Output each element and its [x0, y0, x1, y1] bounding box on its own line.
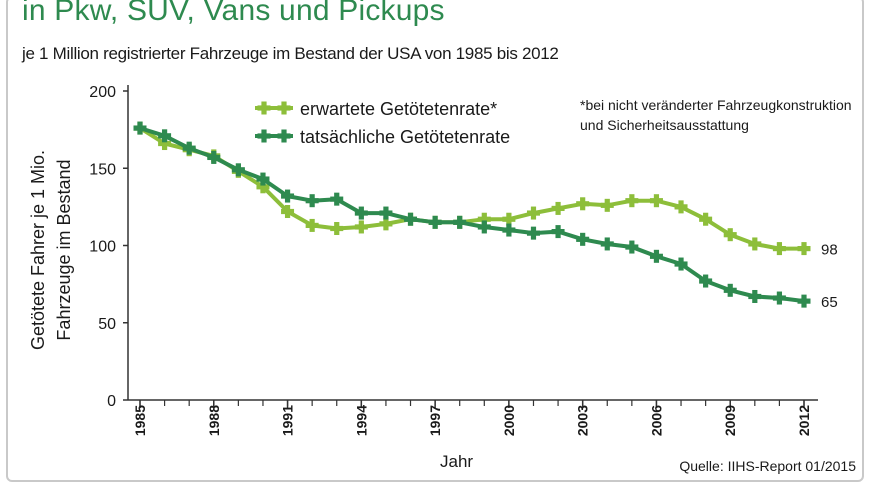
- data-point: [703, 274, 709, 288]
- x-tick-label: 2012: [796, 405, 812, 436]
- end-value-label: 65: [821, 294, 838, 311]
- chart-title: in Pkw, SUV, Vans und Pickups: [22, 0, 445, 27]
- x-axis-label: Jahr: [440, 452, 474, 471]
- legend-item-expected: erwartete Getötetenrate*: [255, 99, 497, 119]
- data-point: [506, 212, 512, 226]
- series-line: [138, 126, 806, 304]
- data-point: [801, 242, 807, 256]
- data-point: [776, 291, 783, 305]
- footnote: *bei nicht veränderter Fahrzeugkonstrukt…: [580, 97, 852, 133]
- data-point: [604, 198, 610, 212]
- data-point: [407, 212, 414, 226]
- series-expected: 98: [133, 121, 838, 259]
- legend-swatch-marker: [261, 129, 267, 143]
- data-point: [752, 237, 758, 251]
- data-point: [776, 242, 783, 256]
- data-point: [137, 121, 143, 135]
- data-point: [260, 180, 266, 194]
- data-point: [530, 226, 537, 240]
- data-point: [703, 212, 709, 226]
- data-point: [161, 129, 168, 143]
- data-point: [727, 283, 733, 297]
- data-point: [678, 200, 684, 214]
- y-tick-label: 50: [98, 316, 116, 333]
- y-tick-label: 200: [89, 84, 116, 101]
- data-point: [383, 217, 389, 231]
- x-tick-label: 2000: [501, 405, 517, 436]
- data-point: [580, 197, 586, 211]
- chart-frame: [6, 0, 864, 482]
- data-point: [334, 222, 340, 236]
- data-point: [727, 228, 733, 242]
- data-point: [284, 205, 291, 219]
- footnote-line: *bei nicht veränderter Fahrzeugkonstrukt…: [580, 97, 852, 113]
- x-tick-label: 2009: [722, 405, 738, 436]
- data-point: [580, 232, 586, 246]
- source-note: Quelle: IIHS-Report 01/2015: [679, 458, 856, 474]
- data-point: [653, 194, 660, 208]
- data-point: [629, 194, 635, 208]
- data-point: [284, 189, 291, 203]
- legend-swatch-marker: [261, 101, 267, 115]
- legend-label: erwartete Getötetenrate*: [300, 99, 497, 119]
- data-point: [432, 215, 438, 229]
- x-tick-label: 1991: [280, 405, 296, 436]
- data-point: [653, 249, 660, 263]
- legend-label: tatsächliche Getötetenrate: [300, 127, 510, 147]
- series-actual: 65: [133, 121, 838, 311]
- data-point: [629, 240, 635, 254]
- x-tick-label: 2003: [575, 405, 591, 436]
- x-axis: 1985 1988 1991 1994 1997 2000 2003 2006 2009 2012: [128, 399, 818, 436]
- data-point: [358, 206, 364, 220]
- data-point: [383, 206, 389, 220]
- data-point: [555, 225, 561, 239]
- data-point: [309, 194, 315, 208]
- chart-subtitle: je 1 Million registrierter Fahrzeuge im …: [22, 44, 559, 63]
- data-point: [457, 215, 463, 229]
- y-tick-label: 100: [89, 239, 116, 256]
- data-point: [604, 237, 610, 251]
- data-point: [186, 141, 192, 155]
- x-tick-label: 1997: [427, 405, 443, 436]
- data-point: [752, 289, 758, 303]
- series-line: [138, 126, 806, 251]
- legend: erwartete Getötetenrate* tatsächliche Get…: [255, 99, 510, 147]
- x-tick-label: 1994: [353, 405, 369, 436]
- data-point: [358, 220, 364, 234]
- y-tick-label: 150: [89, 161, 116, 178]
- data-point: [211, 150, 217, 164]
- footnote-line: und Sicherheitsausstattung: [580, 117, 749, 133]
- series-layer: 98 65: [133, 121, 838, 311]
- data-point: [260, 172, 266, 186]
- end-value-label: 98: [821, 242, 838, 259]
- data-point: [678, 257, 684, 271]
- x-tick-label: 2006: [648, 405, 664, 436]
- x-tick-label: 1985: [132, 405, 148, 436]
- legend-swatch-marker: [281, 129, 287, 143]
- data-point: [309, 218, 315, 232]
- legend-swatch-marker: [281, 101, 287, 115]
- data-point: [506, 223, 512, 237]
- data-point: [334, 192, 340, 206]
- data-point: [801, 294, 807, 308]
- data-point: [530, 206, 537, 220]
- x-tick-label: 1988: [206, 405, 222, 436]
- data-point: [235, 163, 241, 177]
- data-point: [555, 201, 561, 215]
- legend-item-actual: tatsächliche Getötetenrate: [255, 127, 510, 147]
- y-tick-label: 0: [107, 393, 116, 410]
- data-point: [161, 137, 168, 151]
- data-point: [481, 220, 487, 234]
- data-point: [481, 212, 487, 226]
- y-axis: 0 50 100 150 200: [89, 84, 129, 410]
